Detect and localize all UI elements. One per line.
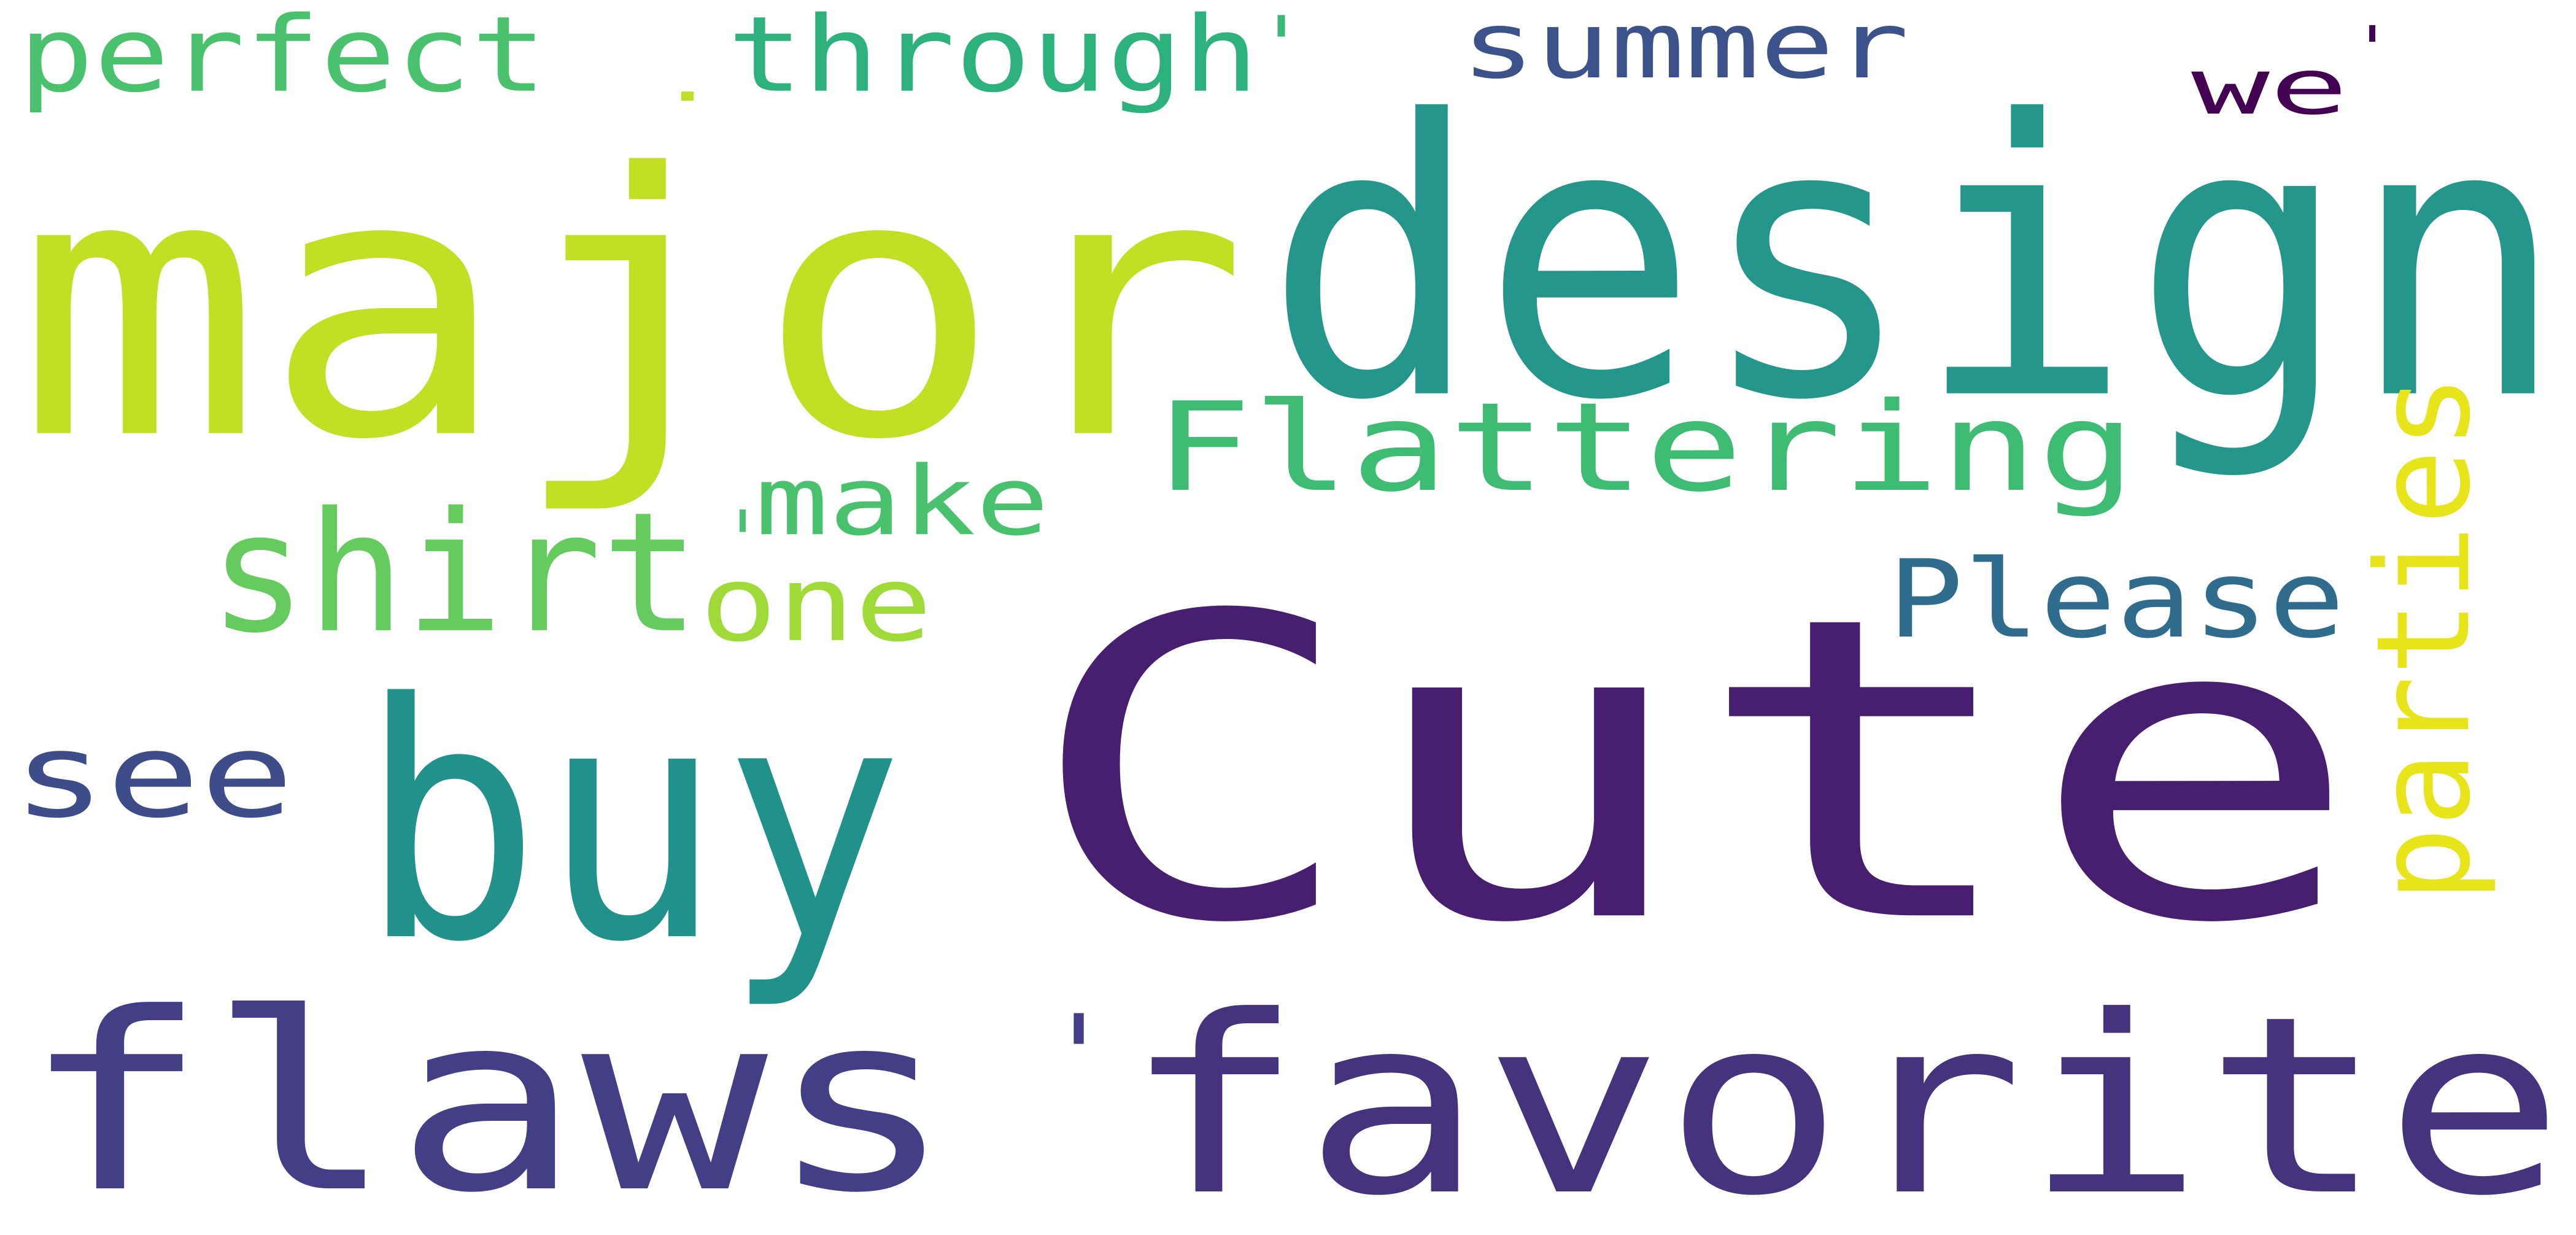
word-see: see xyxy=(12,707,295,845)
word-apostrophe-flaws: ' xyxy=(1043,990,1115,1123)
word-period: . xyxy=(657,44,719,115)
word-summer: summer xyxy=(1461,0,1909,99)
word-buy: buy xyxy=(359,633,905,1015)
word-flaws: flaws xyxy=(21,960,955,1235)
word-through: through xyxy=(727,0,1259,116)
word-we: we xyxy=(2191,42,2348,132)
word-design: design xyxy=(1264,39,2567,485)
word-apostrophe-we: ' xyxy=(2351,13,2394,85)
word-cute: Cute xyxy=(1025,527,2362,1016)
word-major: major xyxy=(15,96,1250,521)
word-apostrophe-make: ' xyxy=(721,492,765,590)
word-favorite: favorite xyxy=(1123,963,2565,1235)
word-flattering: Flattering xyxy=(1154,376,2137,519)
word-make: make xyxy=(755,446,1050,557)
word-one: one xyxy=(700,543,933,665)
word-apostrophe-through: ' xyxy=(1255,0,1308,93)
word-please: Please xyxy=(1887,536,2345,662)
word-shirt: shirt xyxy=(209,476,700,670)
word-perfect: perfect xyxy=(18,0,547,116)
word-parties: parties xyxy=(2348,374,2499,902)
